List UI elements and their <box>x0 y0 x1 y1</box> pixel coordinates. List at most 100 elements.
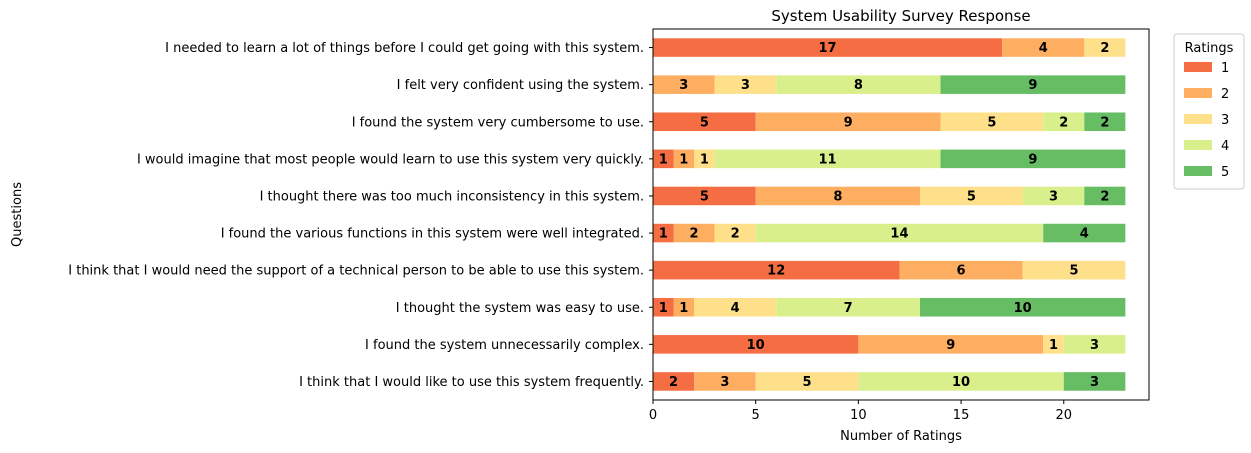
bar-row5-rating4 <box>755 223 1044 243</box>
y-tick-label: I felt very confident using the system. <box>397 78 644 93</box>
x-axis: 0 5 10 15 20 <box>649 400 1072 423</box>
bars-group <box>653 38 1126 391</box>
bar-row6-rating3 <box>1022 260 1126 280</box>
bar-row9-rating1 <box>653 372 695 391</box>
bar-value-label: 11 <box>819 152 837 167</box>
bar-value-label: 10 <box>747 338 765 353</box>
legend-label-rating-2: 2 <box>1221 87 1229 102</box>
bar-row7-rating5 <box>919 297 1126 317</box>
bar-row8-rating3 <box>1043 335 1064 354</box>
bar-value-label: 2 <box>1100 189 1109 204</box>
bar-value-label: 1 <box>659 227 668 242</box>
y-tick-label: I found the system unnecessarily complex… <box>365 338 644 353</box>
bar-value-label: 2 <box>731 227 740 242</box>
bar-row2-rating4 <box>1043 112 1085 132</box>
bar-value-label: 5 <box>700 115 709 130</box>
legend-swatch-rating-1 <box>1184 62 1212 72</box>
bar-row0-rating3 <box>1084 38 1126 57</box>
bar-row2-rating5 <box>1084 112 1126 132</box>
x-tick-label: 0 <box>649 408 657 423</box>
bar-value-label: 2 <box>1100 115 1109 130</box>
bar-value-label: 4 <box>731 301 740 316</box>
x-axis-label: Number of Ratings <box>840 429 962 444</box>
chart-title: System Usability Survey Response <box>771 7 1030 25</box>
bar-value-label: 9 <box>1028 78 1037 93</box>
y-tick-label: I thought the system was easy to use. <box>396 301 644 316</box>
bar-value-label: 3 <box>1090 338 1099 353</box>
bar-value-label: 6 <box>957 264 966 279</box>
bar-value-label: 2 <box>669 375 678 390</box>
bar-row9-rating3 <box>755 372 859 391</box>
bar-value-label: 3 <box>1090 375 1099 390</box>
bar-row1-rating5 <box>940 75 1126 94</box>
bar-row6-rating1 <box>653 260 900 280</box>
bar-value-label: 1 <box>659 152 668 167</box>
bar-value-label: 3 <box>1049 189 1058 204</box>
bar-row8-rating1 <box>653 335 859 354</box>
bar-value-label: 5 <box>1070 264 1079 279</box>
x-tick-label: 10 <box>850 408 867 423</box>
bar-row2-rating2 <box>755 112 941 132</box>
bar-row1-rating4 <box>776 75 941 94</box>
bar-row3-rating1 <box>653 149 674 169</box>
bar-row4-rating2 <box>755 186 920 206</box>
bar-row7-rating3 <box>694 297 777 317</box>
bar-row9-rating2 <box>694 372 756 391</box>
x-tick-label: 5 <box>752 408 760 423</box>
bar-row3-rating3 <box>694 149 715 169</box>
bar-value-label: 1 <box>679 301 688 316</box>
y-tick-label: I would imagine that most people would l… <box>137 152 644 167</box>
y-tick-label: I needed to learn a lot of things before… <box>165 41 644 56</box>
bar-value-label: 5 <box>700 189 709 204</box>
bar-row9-rating4 <box>858 372 1064 391</box>
bar-value-label: 9 <box>1028 152 1037 167</box>
bar-value-label: 1 <box>679 152 688 167</box>
bar-row7-rating2 <box>673 297 695 317</box>
legend-label-rating-1: 1 <box>1221 61 1229 76</box>
plot-frame <box>652 28 1150 401</box>
bar-value-label: 4 <box>1080 227 1089 242</box>
bar-value-label: 3 <box>720 375 729 390</box>
x-tick-label: 20 <box>1055 408 1072 423</box>
y-tick-label: I found the system very cumbersome to us… <box>352 115 644 130</box>
legend-swatch-rating-3 <box>1184 114 1212 124</box>
bar-value-label: 12 <box>767 264 785 279</box>
bar-value-label: 1 <box>659 301 668 316</box>
bar-value-label: 3 <box>741 78 750 93</box>
bar-row7-rating1 <box>653 297 674 317</box>
bar-row5-rating1 <box>653 223 674 243</box>
bar-value-label: 4 <box>1039 41 1048 56</box>
bar-value-label: 8 <box>833 189 842 204</box>
legend-title: Ratings <box>1185 41 1234 56</box>
bar-value-label: 1 <box>700 152 709 167</box>
bar-row6-rating2 <box>899 260 1023 280</box>
bar-row5-rating5 <box>1043 223 1126 243</box>
bar-row8-rating4 <box>1063 335 1126 354</box>
bar-row9-rating5 <box>1063 372 1126 391</box>
bar-labels-group: 17 4 23 3 8 95 9 5 2 21 1 1 11 95 8 5 3 21 2 2 14 412 6 51 1 4 7 10… <box>659 41 1110 390</box>
bar-row4-rating3 <box>919 186 1023 206</box>
bar-row1-rating2 <box>653 75 715 94</box>
bar-row2-rating3 <box>940 112 1044 132</box>
legend-label-rating-4: 4 <box>1221 139 1229 154</box>
bar-row3-rating2 <box>673 149 695 169</box>
bar-value-label: 2 <box>690 227 699 242</box>
bar-value-label: 2 <box>1100 41 1109 56</box>
legend-swatch-rating-2 <box>1184 88 1212 98</box>
legend-swatch-rating-5 <box>1184 166 1212 176</box>
bar-value-label: 8 <box>854 78 863 93</box>
bar-row2-rating1 <box>653 112 756 132</box>
legend-label-rating-5: 5 <box>1221 165 1229 180</box>
legend-items: 1 2 3 4 5 <box>1184 61 1229 180</box>
y-axis: I needed to learn a lot of things before… <box>68 41 653 390</box>
bar-row0-rating1 <box>653 38 1003 57</box>
x-tick-label: 15 <box>953 408 970 423</box>
bar-row4-rating4 <box>1022 186 1085 206</box>
bar-value-label: 5 <box>987 115 996 130</box>
bar-value-label: 10 <box>952 375 970 390</box>
bar-row3-rating5 <box>940 149 1126 169</box>
bar-row3-rating4 <box>714 149 941 169</box>
bar-row4-rating1 <box>653 186 756 206</box>
bar-value-label: 17 <box>819 41 837 56</box>
